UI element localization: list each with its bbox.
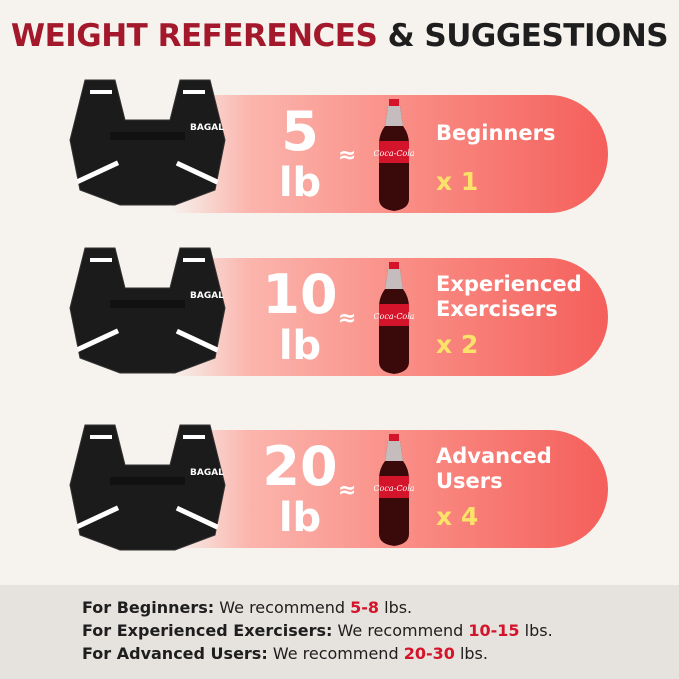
weight-value: 10 lb (262, 263, 338, 369)
weight-vest-image: BAGAL (55, 415, 240, 569)
svg-text:BAGAL: BAGAL (190, 291, 224, 301)
approx-icon: ≈ (338, 306, 357, 331)
recommendation-line: For Experienced Exercisers: We recommend… (82, 621, 553, 640)
soda-bottle-image: Coca-Cola (373, 97, 415, 213)
svg-text:Coca-Cola: Coca-Cola (374, 312, 414, 321)
recommendation-band (0, 585, 679, 679)
bottle-multiplier: x 2 (436, 330, 479, 359)
weight-vest-image: BAGAL (55, 70, 240, 224)
svg-text:Coca-Cola: Coca-Cola (374, 149, 414, 158)
page-title: WEIGHT REFERENCES & SUGGESTIONS (10, 18, 669, 54)
user-level-label: Beginners (436, 121, 556, 145)
soda-bottle-image: Coca-Cola (373, 432, 415, 548)
recommendation-line: For Advanced Users: We recommend 20-30 l… (82, 644, 488, 663)
approx-icon: ≈ (338, 143, 357, 168)
bottle-multiplier: x 4 (436, 502, 479, 531)
user-level-label: Advanced Users (436, 444, 552, 493)
user-level-label: Experienced Exercisers (436, 272, 582, 321)
svg-text:BAGAL: BAGAL (190, 468, 224, 478)
weight-value: 5 lb (278, 100, 322, 206)
recommendation-line: For Beginners: We recommend 5-8 lbs. (82, 598, 413, 617)
svg-text:BAGAL: BAGAL (190, 123, 224, 133)
weight-vest-image: BAGAL (55, 238, 240, 392)
svg-text:Coca-Cola: Coca-Cola (374, 484, 414, 493)
weight-value: 20 lb (262, 435, 338, 541)
approx-icon: ≈ (338, 478, 357, 503)
bottle-multiplier: x 1 (436, 167, 479, 196)
soda-bottle-image: Coca-Cola (373, 260, 415, 376)
